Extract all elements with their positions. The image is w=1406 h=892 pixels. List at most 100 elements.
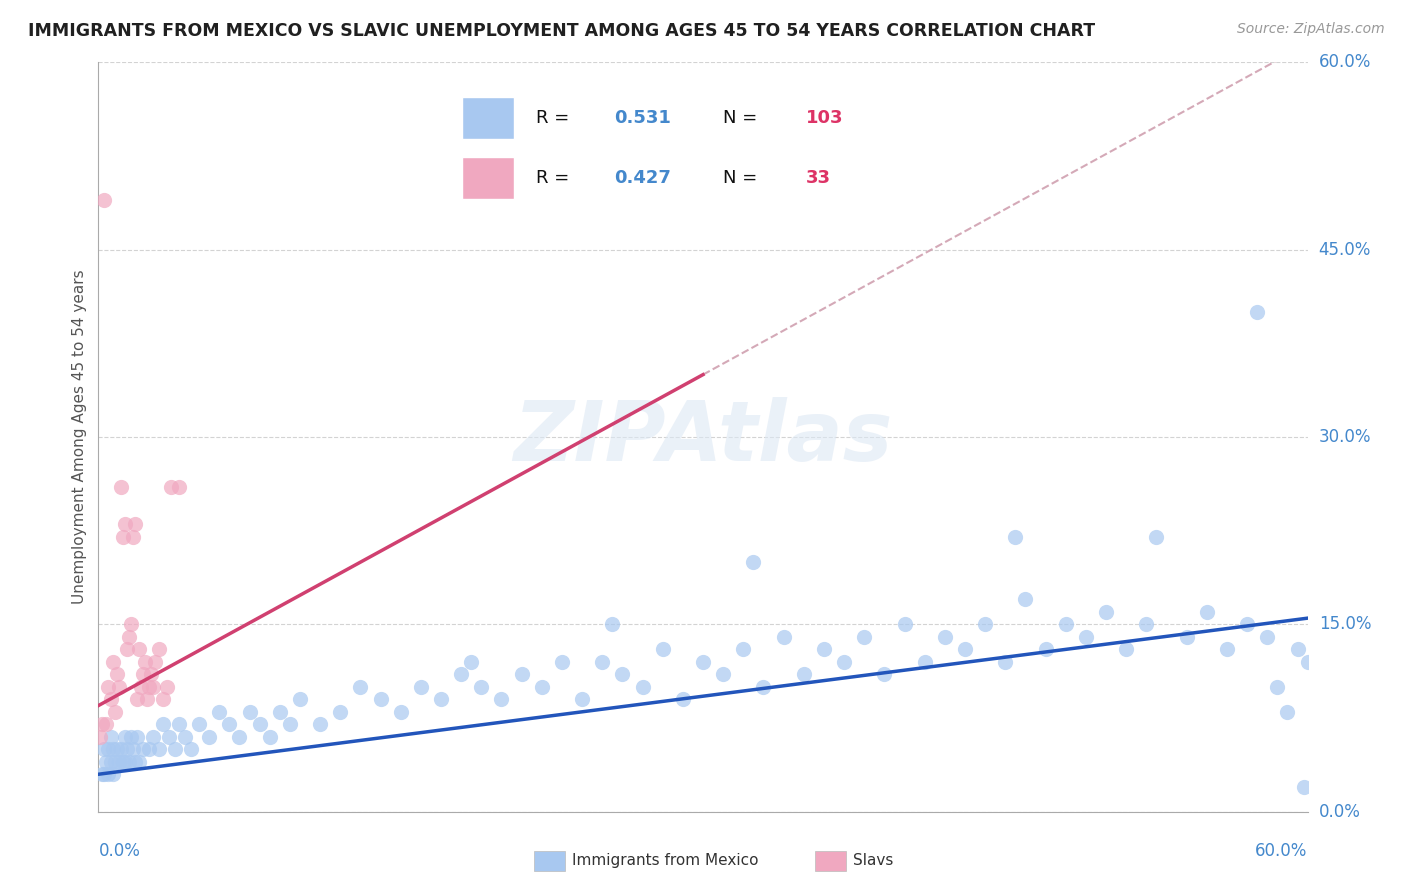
Text: 30.0%: 30.0% bbox=[1319, 428, 1371, 446]
Point bbox=[1256, 630, 1278, 644]
Point bbox=[1195, 605, 1218, 619]
Point bbox=[93, 742, 115, 756]
Point bbox=[114, 517, 136, 532]
Point bbox=[114, 755, 136, 769]
Point bbox=[853, 630, 876, 644]
Point bbox=[107, 680, 129, 694]
Point bbox=[832, 655, 855, 669]
Point bbox=[198, 730, 221, 744]
Point bbox=[1054, 617, 1077, 632]
Point bbox=[128, 642, 150, 657]
Point bbox=[249, 717, 271, 731]
Point bbox=[1135, 617, 1157, 632]
Point bbox=[1014, 592, 1036, 607]
Point bbox=[118, 630, 141, 644]
Point bbox=[91, 717, 114, 731]
Point bbox=[602, 617, 624, 632]
Point bbox=[752, 680, 775, 694]
Point bbox=[530, 680, 553, 694]
Point bbox=[138, 680, 160, 694]
Point bbox=[1146, 530, 1168, 544]
Point bbox=[873, 667, 896, 681]
Point bbox=[793, 667, 815, 681]
Point bbox=[1296, 655, 1319, 669]
Point bbox=[460, 655, 482, 669]
Point bbox=[111, 530, 134, 544]
Point bbox=[974, 617, 997, 632]
Point bbox=[591, 655, 613, 669]
Point bbox=[100, 755, 122, 769]
Point bbox=[93, 193, 115, 207]
Text: 15.0%: 15.0% bbox=[1319, 615, 1371, 633]
Point bbox=[228, 730, 250, 744]
Text: ZIPAtlas: ZIPAtlas bbox=[513, 397, 893, 477]
Point bbox=[470, 680, 492, 694]
Point bbox=[120, 730, 142, 744]
Point bbox=[174, 730, 197, 744]
Point bbox=[105, 667, 128, 681]
Point bbox=[157, 730, 180, 744]
Point bbox=[1004, 530, 1026, 544]
Point bbox=[934, 630, 956, 644]
Text: 60.0%: 60.0% bbox=[1319, 54, 1371, 71]
Point bbox=[269, 705, 291, 719]
Point bbox=[612, 667, 634, 681]
Point bbox=[1236, 617, 1258, 632]
Point bbox=[1286, 642, 1309, 657]
Point bbox=[1292, 780, 1315, 794]
Text: 0.0%: 0.0% bbox=[1319, 803, 1361, 821]
Point bbox=[1115, 642, 1137, 657]
Point bbox=[115, 742, 138, 756]
Point bbox=[128, 755, 150, 769]
Point bbox=[115, 642, 138, 657]
Point bbox=[121, 530, 143, 544]
Point bbox=[692, 655, 714, 669]
Point bbox=[631, 680, 654, 694]
Text: 60.0%: 60.0% bbox=[1256, 842, 1308, 860]
Point bbox=[309, 717, 332, 731]
Point bbox=[114, 730, 136, 744]
Point bbox=[142, 680, 165, 694]
Point bbox=[1175, 630, 1198, 644]
Point bbox=[288, 692, 311, 706]
Point bbox=[101, 655, 124, 669]
Point bbox=[152, 717, 174, 731]
Point bbox=[97, 742, 120, 756]
Point bbox=[1035, 642, 1057, 657]
Point bbox=[134, 655, 156, 669]
Point bbox=[551, 655, 574, 669]
Point bbox=[91, 767, 114, 781]
Point bbox=[107, 755, 129, 769]
Point bbox=[370, 692, 392, 706]
Point bbox=[103, 755, 125, 769]
Point bbox=[121, 742, 143, 756]
Point bbox=[89, 730, 111, 744]
Point bbox=[132, 667, 155, 681]
Text: 45.0%: 45.0% bbox=[1319, 241, 1371, 259]
Point bbox=[491, 692, 513, 706]
Point bbox=[148, 742, 170, 756]
Point bbox=[409, 680, 432, 694]
Point bbox=[120, 617, 142, 632]
Point bbox=[1095, 605, 1118, 619]
Point bbox=[139, 667, 162, 681]
Point bbox=[953, 642, 976, 657]
Point bbox=[148, 642, 170, 657]
Point bbox=[143, 655, 166, 669]
Point bbox=[100, 730, 122, 744]
Point bbox=[914, 655, 936, 669]
Point bbox=[711, 667, 734, 681]
Point bbox=[135, 692, 157, 706]
Point bbox=[118, 755, 141, 769]
Point bbox=[733, 642, 755, 657]
Text: Source: ZipAtlas.com: Source: ZipAtlas.com bbox=[1237, 22, 1385, 37]
Point bbox=[1277, 705, 1299, 719]
Point bbox=[93, 767, 115, 781]
Point bbox=[180, 742, 202, 756]
Point bbox=[208, 705, 231, 719]
Point bbox=[97, 767, 120, 781]
Point bbox=[813, 642, 835, 657]
Point bbox=[1074, 630, 1097, 644]
Point bbox=[259, 730, 281, 744]
Text: Immigrants from Mexico: Immigrants from Mexico bbox=[572, 854, 759, 868]
